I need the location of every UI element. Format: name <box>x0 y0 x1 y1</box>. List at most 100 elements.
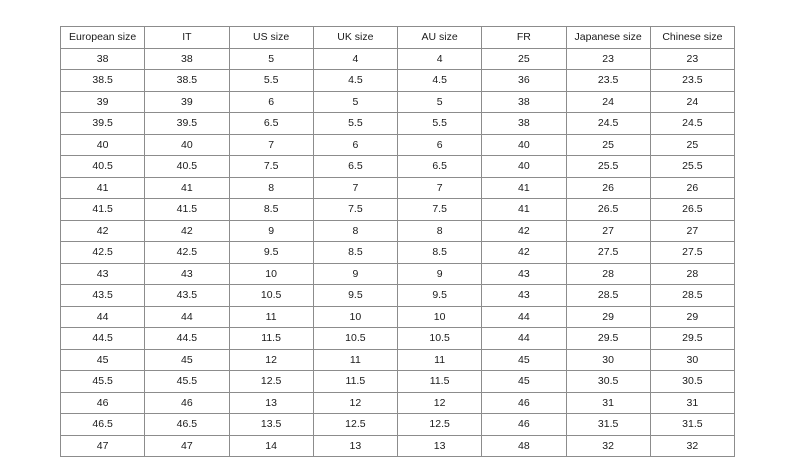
table-cell: 9.5 <box>396 284 483 307</box>
table-row: 40 40 7 6 6 40 25 25 <box>59 133 736 156</box>
table-cell: 40 <box>144 133 230 156</box>
table-cell: 9 <box>312 262 399 285</box>
table-cell: 24 <box>565 90 651 113</box>
table-cell: 25 <box>481 47 567 70</box>
table-cell: 9.5 <box>312 284 399 307</box>
table-cell: 11.5 <box>228 327 314 350</box>
column-header: Chinese size <box>649 26 736 49</box>
table-cell: 23.5 <box>565 69 651 92</box>
table-cell: 46.5 <box>144 413 230 436</box>
table-cell: 6 <box>312 133 399 156</box>
table-cell: 44 <box>481 327 567 350</box>
table-cell: 8.5 <box>396 241 483 264</box>
table-header: European size IT US size UK size AU size FR Ja… <box>59 26 736 49</box>
table-cell: 36 <box>481 69 567 92</box>
table-cell: 4.5 <box>312 69 399 92</box>
table-cell: 42.5 <box>59 241 146 264</box>
table-cell: 31 <box>565 391 651 414</box>
table-cell: 10.5 <box>228 284 314 307</box>
table-cell: 38 <box>59 47 146 70</box>
column-header: European size <box>59 26 146 49</box>
table-cell: 26.5 <box>565 198 651 221</box>
table-cell: 12.5 <box>312 413 399 436</box>
table-cell: 27.5 <box>649 241 736 264</box>
table-cell: 45 <box>481 348 567 371</box>
table-row: 46 46 13 12 12 46 31 31 <box>59 391 736 414</box>
table-cell: 41 <box>481 176 567 199</box>
table-cell: 11 <box>312 348 399 371</box>
table-cell: 28 <box>649 262 736 285</box>
table-cell: 43.5 <box>144 284 230 307</box>
table-row: 39 39 6 5 5 38 24 24 <box>59 90 736 113</box>
table-cell: 27 <box>565 219 651 242</box>
table-cell: 12.5 <box>228 370 314 393</box>
table-cell: 23.5 <box>649 69 736 92</box>
table-cell: 7.5 <box>228 155 314 178</box>
table-cell: 24.5 <box>565 112 651 135</box>
table-cell: 46 <box>481 413 567 436</box>
table-cell: 12 <box>228 348 314 371</box>
table-cell: 39 <box>59 90 146 113</box>
table-cell: 45 <box>59 348 146 371</box>
table-cell: 26.5 <box>649 198 736 221</box>
table-cell: 24 <box>649 90 736 113</box>
table-cell: 10 <box>312 305 399 328</box>
table-cell: 30 <box>649 348 736 371</box>
table-cell: 6.5 <box>228 112 314 135</box>
table-cell: 28.5 <box>565 284 651 307</box>
table-cell: 38 <box>481 90 567 113</box>
table-cell: 7.5 <box>312 198 399 221</box>
table-cell: 28 <box>565 262 651 285</box>
table-cell: 11 <box>228 305 314 328</box>
table-cell: 27 <box>649 219 736 242</box>
table-cell: 4 <box>312 47 399 70</box>
column-header: UK size <box>312 26 399 49</box>
table-cell: 11.5 <box>312 370 399 393</box>
table-cell: 4 <box>396 47 483 70</box>
table-cell: 43 <box>144 262 230 285</box>
table-cell: 4.5 <box>396 69 483 92</box>
table-cell: 43 <box>481 284 567 307</box>
table-cell: 5 <box>312 90 399 113</box>
table-cell: 26 <box>649 176 736 199</box>
table-cell: 8 <box>228 176 314 199</box>
table-cell: 42 <box>481 219 567 242</box>
table-cell: 40.5 <box>59 155 146 178</box>
table-cell: 41 <box>59 176 146 199</box>
table-cell: 25 <box>565 133 651 156</box>
table-row: 42 42 9 8 8 42 27 27 <box>59 219 736 242</box>
table-row: 38.5 38.5 5.5 4.5 4.5 36 23.5 23.5 <box>59 69 736 92</box>
table-cell: 10.5 <box>396 327 483 350</box>
table-row: 38 38 5 4 4 25 23 23 <box>59 47 736 70</box>
table-cell: 42 <box>144 219 230 242</box>
table-cell: 13.5 <box>228 413 314 436</box>
table-cell: 10 <box>228 262 314 285</box>
table-cell: 39 <box>144 90 230 113</box>
table-cell: 5.5 <box>396 112 483 135</box>
table-cell: 42 <box>481 241 567 264</box>
table-cell: 42.5 <box>144 241 230 264</box>
table-cell: 6.5 <box>312 155 399 178</box>
table-cell: 47 <box>59 434 146 457</box>
table-cell: 5.5 <box>228 69 314 92</box>
table-cell: 39.5 <box>144 112 230 135</box>
table-cell: 29 <box>649 305 736 328</box>
table-cell: 7.5 <box>396 198 483 221</box>
table-cell: 38 <box>481 112 567 135</box>
table-row: 42.5 42.5 9.5 8.5 8.5 42 27.5 27.5 <box>59 241 736 264</box>
table-cell: 40.5 <box>144 155 230 178</box>
table-cell: 27.5 <box>565 241 651 264</box>
table-row: 40.5 40.5 7.5 6.5 6.5 40 25.5 25.5 <box>59 155 736 178</box>
table-cell: 29 <box>565 305 651 328</box>
table-cell: 5 <box>396 90 483 113</box>
table-cell: 41 <box>481 198 567 221</box>
table-cell: 7 <box>312 176 399 199</box>
table-cell: 26 <box>565 176 651 199</box>
table-row: 43.5 43.5 10.5 9.5 9.5 43 28.5 28.5 <box>59 284 736 307</box>
table-cell: 31.5 <box>649 413 736 436</box>
table-cell: 43 <box>481 262 567 285</box>
table-cell: 43 <box>59 262 146 285</box>
table-cell: 13 <box>312 434 399 457</box>
table-cell: 47 <box>144 434 230 457</box>
table-cell: 46.5 <box>59 413 146 436</box>
